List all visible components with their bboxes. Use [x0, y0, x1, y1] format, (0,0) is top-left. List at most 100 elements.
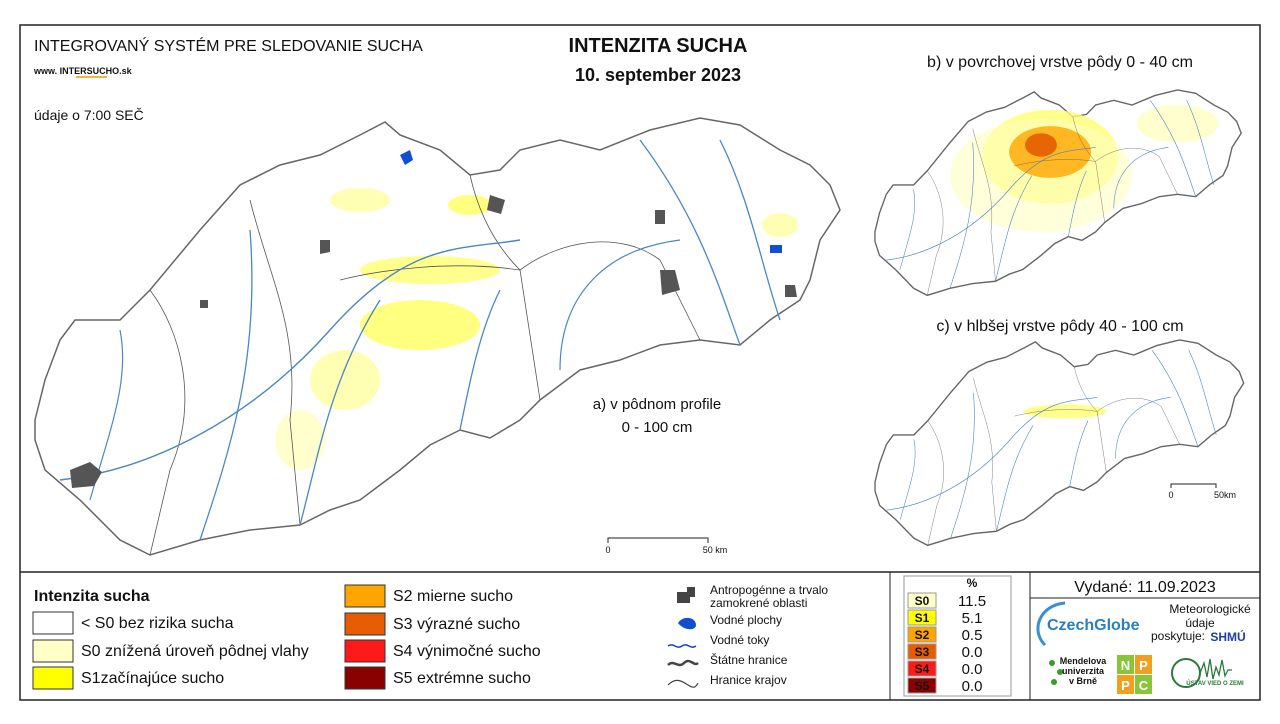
stats-class: S5	[915, 679, 930, 693]
legend-swatch	[344, 666, 386, 690]
scale-bar	[607, 537, 709, 543]
stats-percent: 0.0	[962, 678, 983, 695]
legend-label: S5 extrémne sucho	[393, 670, 531, 687]
symbol-label: Vodné toky	[710, 633, 769, 647]
map-label: b) v povrchovej vrstve pôdy 0 - 40 cm	[927, 54, 1193, 71]
drought-area	[310, 350, 380, 410]
time-note: údaje o 7:00 SEČ	[34, 107, 144, 123]
map-a: a) v pôdnom profile 0 - 100 cm 0 50 km	[34, 117, 841, 556]
stats-swatch	[907, 660, 937, 677]
drought-area	[1023, 404, 1107, 419]
map-c-body	[874, 339, 1245, 547]
map-b-body	[874, 89, 1242, 297]
czechglobe-arc	[1036, 601, 1066, 647]
stats-table	[903, 575, 1012, 697]
drought-area	[360, 300, 480, 350]
legend-label: S1začínajúce sucho	[81, 670, 224, 687]
drought-area	[1136, 105, 1219, 143]
symbol-legend	[667, 587, 699, 688]
stats-percent: 5.1	[962, 610, 983, 627]
symbol-label: Antropogénne a trvalo	[710, 583, 828, 597]
symbol-border	[667, 659, 699, 667]
symbol-urban	[677, 587, 695, 603]
drought-area	[448, 195, 492, 215]
legend-swatch	[344, 584, 386, 608]
nppc-logo: N PP C	[1117, 655, 1152, 694]
stats-swatch	[907, 592, 937, 609]
nppc-letter: C	[1139, 678, 1149, 693]
provider: údaje	[1185, 616, 1215, 630]
stats-percent: 0.0	[962, 644, 983, 661]
date: 10. september 2023	[575, 65, 741, 85]
nppc-letter: N	[1121, 658, 1130, 673]
nppc-cell	[1135, 655, 1152, 674]
mendel-dot	[1057, 669, 1063, 675]
stats-class: S2	[915, 628, 930, 642]
drought-area	[1025, 133, 1057, 157]
stats-class: S3	[915, 645, 930, 659]
stats-swatch	[907, 626, 937, 643]
map-label: c) v hlbšej vrstve pôdy 40 - 100 cm	[936, 318, 1183, 335]
legend-swatch	[32, 639, 74, 663]
legend-swatch	[344, 612, 386, 636]
symbol-label: Vodné plochy	[710, 613, 782, 627]
mendel-dot	[1051, 679, 1057, 685]
stats-header: %	[967, 576, 978, 590]
website: www. INTERSUCHO.sk	[33, 66, 133, 76]
drought-area	[330, 188, 390, 212]
scale-label: 0	[1168, 490, 1173, 500]
shmu: SHMÚ	[1210, 629, 1245, 644]
legend-swatch	[32, 666, 74, 690]
stats-class: S1	[915, 611, 930, 625]
symbol-water	[678, 617, 696, 630]
legend-label: S4 výnimočné sucho	[393, 643, 541, 660]
map-label: 0 - 100 cm	[622, 419, 693, 436]
symbol-label: zamokrené oblasti	[710, 596, 807, 610]
stats-rows: S0 11.5 S1 5.1 S2 0.5 S3 0.0 S4 0.0 S5 0.0	[907, 592, 986, 695]
stats-percent: 11.5	[958, 593, 986, 610]
map-c: c) v hlbšej vrstve pôdy 40 - 100 cm 0 50…	[874, 318, 1245, 547]
legend-swatch	[344, 639, 386, 663]
scale-label: 0	[605, 545, 610, 555]
map-label: a) v pôdnom profile	[593, 396, 721, 413]
title: INTENZITA SUCHA	[569, 35, 748, 57]
nppc-cell	[1135, 675, 1152, 694]
provider: poskytuje:	[1151, 629, 1205, 643]
symbol-region	[667, 679, 699, 688]
stats-swatch	[907, 643, 937, 660]
nppc-letter: P	[1121, 678, 1130, 693]
nppc-cell	[1117, 675, 1134, 694]
scale-label: 50 km	[703, 545, 728, 555]
mendel: univerzita	[1062, 666, 1105, 676]
nppc-letter: P	[1139, 658, 1148, 673]
map-b: b) v povrchovej vrstve pôdy 0 - 40 cm	[874, 54, 1242, 297]
nppc-cell	[1117, 655, 1134, 674]
stats-class: S0	[915, 594, 930, 608]
uvz: ÚSTAV VIED O ZEMI	[1186, 680, 1244, 687]
mendel: v Brně	[1069, 676, 1097, 686]
system-title: INTEGROVANÝ SYSTÉM PRE SLEDOVANIE SUCHA	[34, 36, 423, 55]
symbol-river	[667, 644, 697, 648]
legend: < S0 bez rizika sucha S0 znížená úroveň p…	[32, 584, 541, 690]
legend-label: S0 znížená úroveň pôdnej vlahy	[81, 643, 309, 660]
mendel-dot	[1049, 660, 1055, 666]
legend-label: S2 mierne sucho	[393, 588, 513, 605]
issued: Vydané: 11.09.2023	[1074, 579, 1216, 596]
uvz-wave	[1199, 658, 1232, 680]
scale-label: 50km	[1214, 490, 1236, 500]
legend-swatch	[32, 611, 74, 635]
stats-swatch	[907, 609, 937, 626]
drought-area	[360, 256, 500, 284]
legend-title: Intenzita sucha	[34, 588, 150, 605]
stats-class: S4	[915, 662, 930, 676]
drought-area	[762, 213, 798, 237]
scale-bar	[1170, 483, 1217, 488]
symbol-label: Hranice krajov	[710, 673, 787, 687]
provider: Meteorologické	[1169, 602, 1251, 616]
mendel: Mendelova	[1060, 656, 1108, 666]
drought-area	[275, 410, 325, 470]
symbol-label: Štátne hranice	[710, 652, 788, 667]
